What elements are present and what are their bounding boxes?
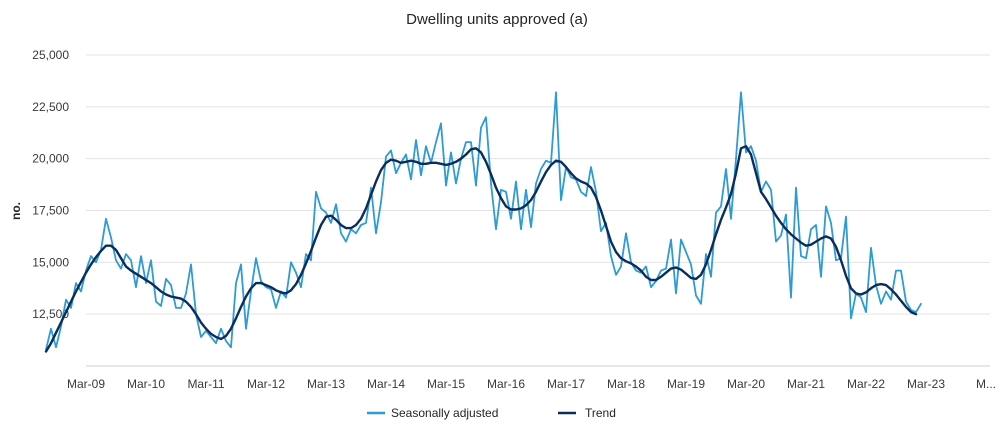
x-tick-label: Mar-12 bbox=[247, 377, 285, 391]
series-line-seasonally-adjusted bbox=[45, 91, 922, 351]
x-tick-label: Mar-18 bbox=[607, 377, 645, 391]
x-tick-label: Mar-11 bbox=[187, 377, 224, 391]
x-tick-label: Mar-21 bbox=[787, 377, 825, 391]
y-axis-label: no. bbox=[9, 202, 23, 220]
series-layer bbox=[44, 91, 922, 353]
legend-label-seasonally-adjusted: Seasonally adjusted bbox=[391, 406, 498, 420]
gridlines bbox=[86, 54, 990, 315]
x-tick-label: Mar-13 bbox=[307, 377, 345, 391]
y-tick-label: 22,500 bbox=[32, 100, 69, 114]
x-tick-label: Mar-10 bbox=[127, 377, 165, 391]
legend: Seasonally adjusted Trend bbox=[367, 406, 616, 420]
x-tick-label: Mar-09 bbox=[67, 377, 105, 391]
x-tick-label: Mar-19 bbox=[667, 377, 705, 391]
x-tick-label: Mar-17 bbox=[547, 377, 585, 391]
x-tick-label: Mar-20 bbox=[727, 377, 765, 391]
chart-title: Dwelling units approved (a) bbox=[406, 11, 588, 28]
x-tick-labels: Mar-09 Mar-10 Mar-11 Mar-12 Mar-13 Mar-14 Mar-… bbox=[67, 377, 996, 391]
x-tick-label: Mar-23 bbox=[907, 377, 945, 391]
x-tick-label: M... bbox=[976, 377, 996, 391]
legend-label-trend: Trend bbox=[585, 406, 616, 420]
x-tick-label: Mar-16 bbox=[487, 377, 525, 391]
series-line-trend bbox=[44, 144, 918, 353]
y-tick-label: 17,500 bbox=[32, 204, 69, 218]
y-tick-label: 15,000 bbox=[32, 255, 69, 269]
y-tick-labels: 12,500 15,000 17,500 20,000 22,500 25,000 bbox=[32, 48, 69, 321]
x-tick-label: Mar-22 bbox=[847, 377, 885, 391]
y-tick-label: 12,500 bbox=[32, 307, 69, 321]
x-tick-label: Mar-15 bbox=[427, 377, 465, 391]
x-tick-label: Mar-14 bbox=[367, 377, 405, 391]
y-tick-label: 20,000 bbox=[32, 152, 69, 166]
y-tick-label: 25,000 bbox=[32, 48, 69, 62]
